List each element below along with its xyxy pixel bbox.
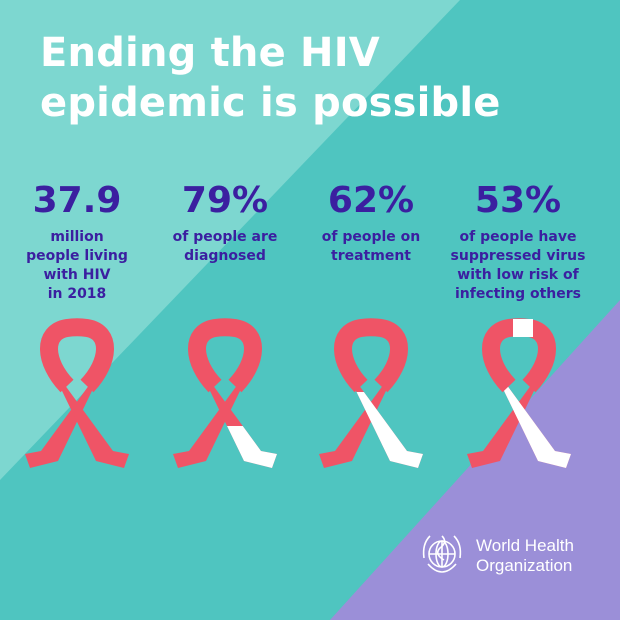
stat-people-living-with-hiv: 37.9 million people living with HIV in 2… — [2, 178, 152, 304]
who-wordmark-line-2: Organization — [476, 556, 573, 575]
stat-value: 79% — [181, 180, 269, 221]
ribbon-icon — [173, 318, 277, 468]
stat-description: of people on treatment — [321, 229, 421, 264]
who-wordmark-line-1: World Health — [476, 536, 574, 555]
title-line-1: Ending the HIV — [40, 30, 380, 76]
stat-value: 62% — [327, 180, 415, 221]
ribbon-left-leg — [319, 362, 400, 468]
ribbon-icon — [319, 318, 423, 468]
background-light-band — [0, 0, 460, 480]
stat-on-treatment: 62% of people on treatment — [296, 178, 446, 266]
stat-value: 37.9 — [32, 180, 122, 221]
who-logo: World Health Organization — [414, 528, 594, 584]
ribbon-icon — [467, 318, 571, 468]
stat-suppressed-virus: 53% of people have suppressed virus with… — [443, 178, 593, 304]
ribbon-top-white — [513, 319, 533, 337]
ribbon-loop — [40, 318, 114, 393]
page-title: Ending the HIV epidemic is possible — [40, 28, 600, 128]
stat-description: million people living with HIV in 2018 — [26, 229, 128, 302]
who-wordmark: World Health Organization — [476, 536, 574, 576]
title-line-2: epidemic is possible — [40, 80, 501, 126]
ribbon-loop — [334, 318, 408, 393]
stat-description: of people have suppressed virus with low… — [450, 229, 586, 302]
ribbon-left-leg — [25, 362, 106, 468]
ribbon-left-leg — [173, 362, 254, 468]
stat-diagnosed: 79% of people are diagnosed — [150, 178, 300, 266]
who-emblem-icon — [422, 535, 462, 573]
ribbon-right-leg — [48, 362, 129, 468]
ribbon-left-leg — [467, 362, 548, 468]
stat-description: of people are diagnosed — [172, 229, 278, 264]
ribbon-icon — [25, 318, 129, 468]
ribbon-loop — [188, 318, 262, 393]
stat-value: 53% — [474, 180, 562, 221]
